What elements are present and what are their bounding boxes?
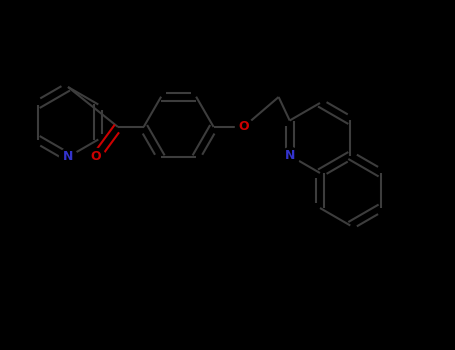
Text: N: N [284,149,295,162]
Text: O: O [91,150,101,163]
Text: N: N [63,150,73,163]
Text: O: O [238,120,249,133]
